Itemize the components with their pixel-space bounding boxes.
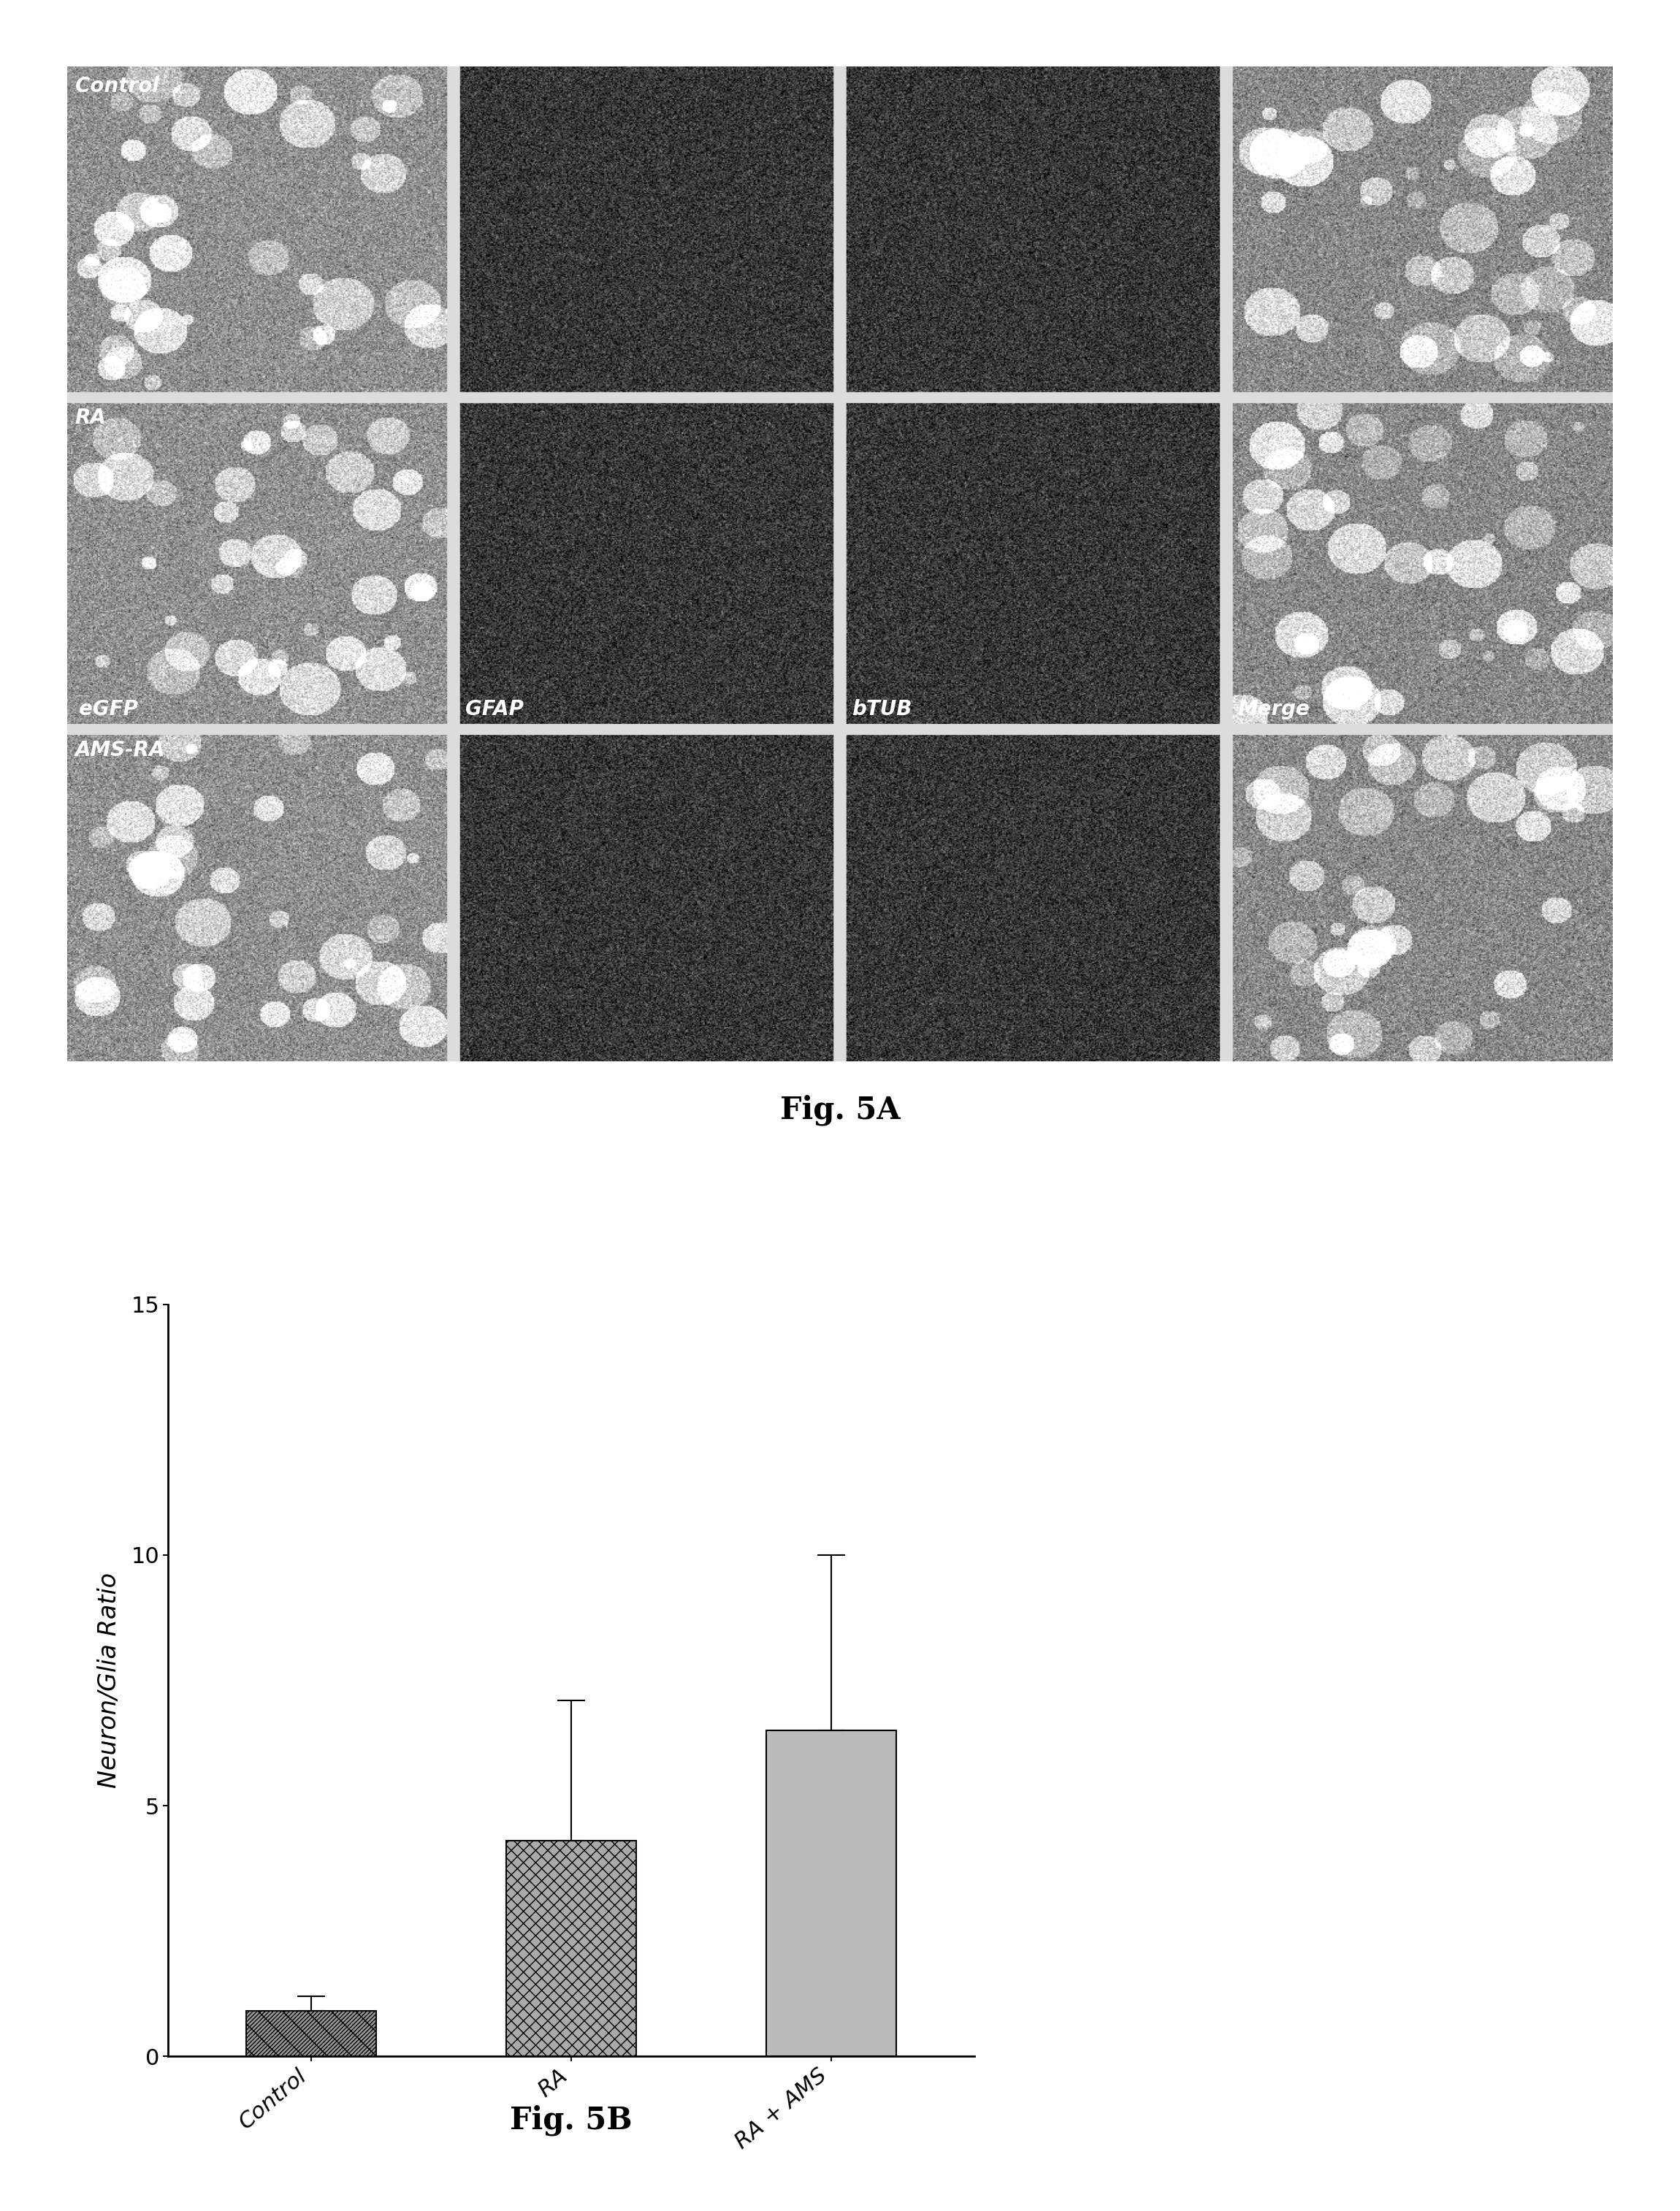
Text: GFAP: GFAP xyxy=(465,699,524,721)
Text: Control: Control xyxy=(76,75,158,97)
Text: bTUB: bTUB xyxy=(852,699,912,721)
Bar xyxy=(506,1842,637,2056)
Text: Merge: Merge xyxy=(1238,699,1310,721)
Text: Fig. 5A: Fig. 5A xyxy=(780,1094,900,1125)
Text: eGFP: eGFP xyxy=(79,699,138,721)
Bar xyxy=(245,2012,376,2056)
Text: AMS-RA: AMS-RA xyxy=(76,738,165,761)
Bar xyxy=(766,1731,897,2056)
Y-axis label: Neuron/Glia Ratio: Neuron/Glia Ratio xyxy=(97,1572,121,1789)
Text: RA: RA xyxy=(76,407,106,429)
Text: Fig. 5B: Fig. 5B xyxy=(511,2105,632,2136)
